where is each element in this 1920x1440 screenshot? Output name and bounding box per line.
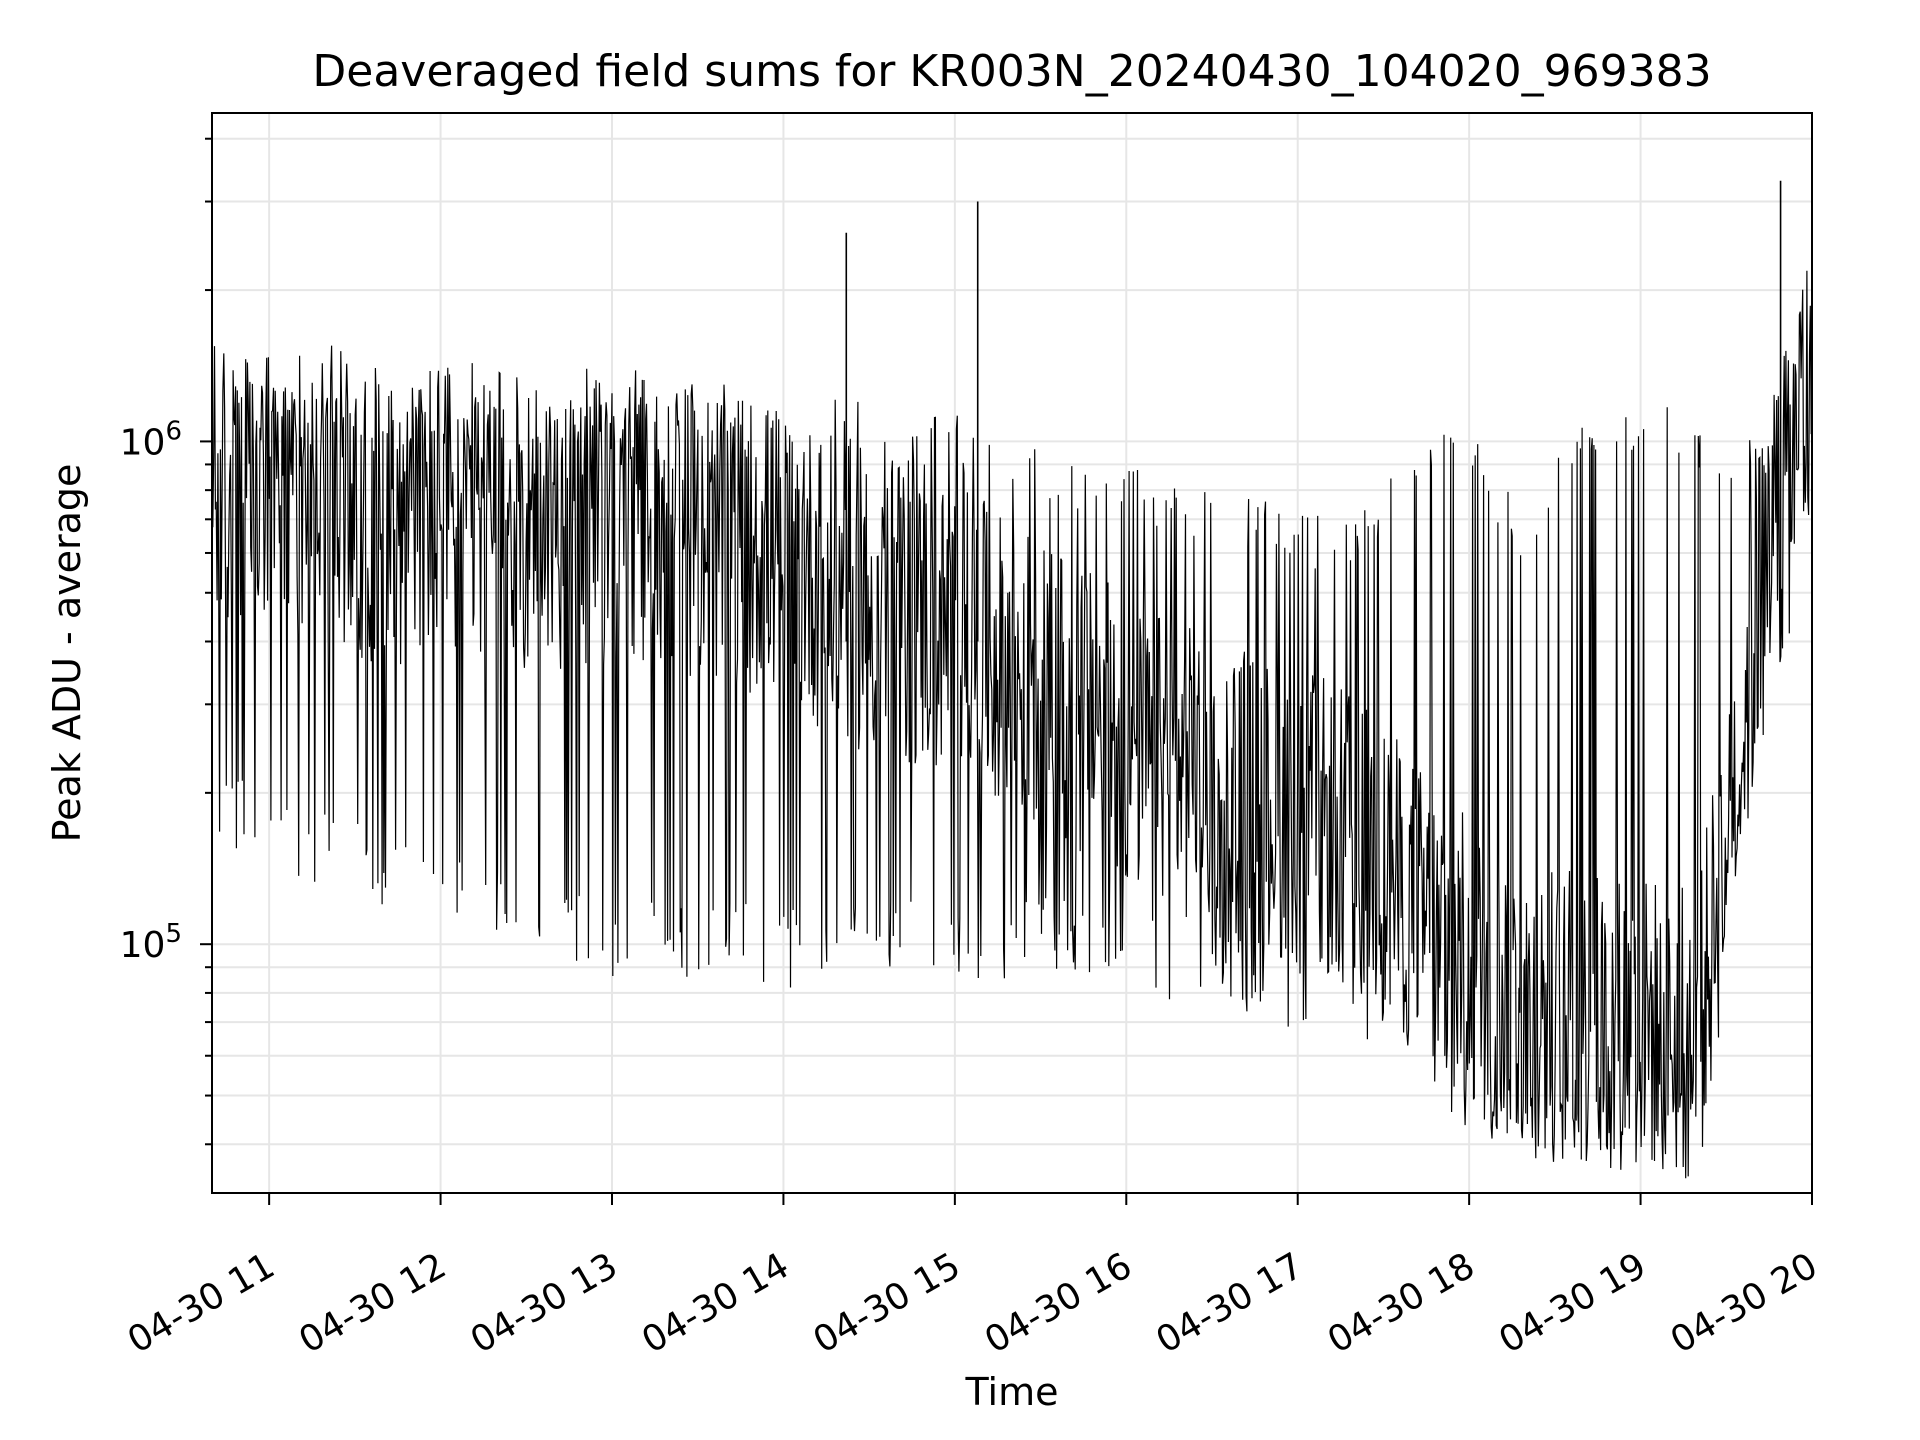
plot-area [211,180,1813,1179]
series-line [211,250,1813,1179]
x-axis-label: Time [965,1370,1059,1414]
y-axis-label: Peak ADU - average [45,464,89,843]
plot-frame [211,112,1813,1194]
chart-title: Deaveraged field sums for KR003N_2024043… [312,46,1711,97]
y-tick-label: 106 [120,416,182,463]
y-tick-label: 105 [120,919,182,966]
